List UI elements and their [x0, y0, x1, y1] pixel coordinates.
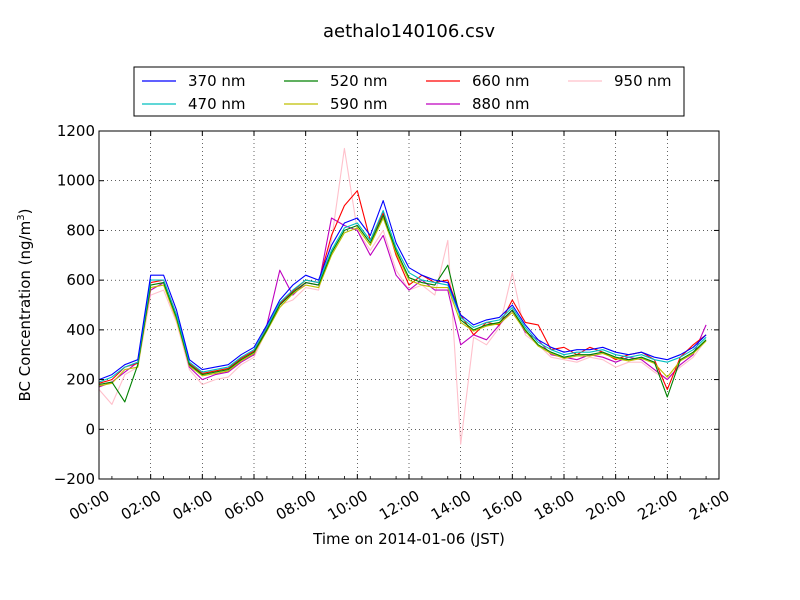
legend-item: 590 nm: [284, 95, 388, 113]
series-line-590-nm: [98, 217, 707, 387]
legend-item: 880 nm: [426, 95, 530, 113]
y-axis-label-main: BC Concentration (ng/m: [16, 221, 34, 402]
y-tick-label: 200: [66, 371, 95, 389]
legend-box: [133, 66, 685, 117]
legend-item: 520 nm: [284, 72, 388, 90]
x-tick-label: 14:00: [428, 487, 474, 524]
series-line-470-nm: [98, 209, 707, 383]
y-tick-label: 800: [66, 221, 95, 239]
ticks: [98, 130, 720, 480]
legend-label: 660 nm: [472, 72, 530, 90]
series-layer: [98, 147, 707, 445]
x-tick-labels: 00:00 02:00 04:00 06:00 08:00 10:00 12:00 14:00…: [66, 487, 732, 524]
legend: 370 nm 470 nm 520 nm 590 nm 660 nm 880 nm 950 …: [133, 66, 685, 117]
x-axis-label: Time on 2014-01-06 (JST): [312, 530, 505, 548]
y-axis-label-superscript: 3: [16, 214, 27, 220]
x-tick-label: 24:00: [686, 487, 732, 524]
series-line-950-nm: [98, 147, 707, 445]
legend-item: 950 nm: [568, 72, 672, 90]
y-tick-label: 400: [66, 321, 95, 339]
y-tick-label: 600: [66, 271, 95, 289]
legend-label: 880 nm: [472, 95, 530, 113]
y-tick-label: 1200: [57, 122, 95, 140]
x-tick-label: 18:00: [531, 487, 577, 524]
x-tick-label: 10:00: [324, 487, 370, 524]
y-axis-label: BC Concentration (ng/m3): [16, 209, 34, 402]
x-tick-label: 12:00: [376, 487, 422, 524]
series-line-520-nm: [98, 214, 707, 403]
legend-label: 520 nm: [330, 72, 388, 90]
y-axis-label-end: ): [16, 209, 34, 215]
x-tick-label: 04:00: [169, 487, 215, 524]
x-tick-label: 00:00: [66, 487, 112, 524]
series-line-370-nm: [98, 200, 707, 381]
x-tick-label: 02:00: [118, 487, 164, 524]
x-tick-label: 16:00: [479, 487, 525, 524]
y-tick-label: 1000: [57, 172, 95, 190]
y-tick-labels: −200 0 200 400 600 800 1000 1200: [54, 122, 95, 488]
x-tick-label: 08:00: [273, 487, 319, 524]
legend-label: 470 nm: [188, 95, 246, 113]
y-tick-label: 0: [85, 420, 95, 438]
x-tick-label: 22:00: [634, 487, 680, 524]
legend-label: 370 nm: [188, 72, 246, 90]
legend-item: 660 nm: [426, 72, 530, 90]
y-tick-label: −200: [54, 470, 95, 488]
legend-item: 470 nm: [142, 95, 246, 113]
x-tick-label: 06:00: [221, 487, 267, 524]
legend-label: 950 nm: [614, 72, 672, 90]
legend-label: 590 nm: [330, 95, 388, 113]
series-line-880-nm: [98, 217, 707, 388]
chart-title: aethalo140106.csv: [323, 21, 495, 42]
grid: [99, 131, 719, 479]
legend-item: 370 nm: [142, 72, 246, 90]
x-tick-label: 20:00: [583, 487, 629, 524]
